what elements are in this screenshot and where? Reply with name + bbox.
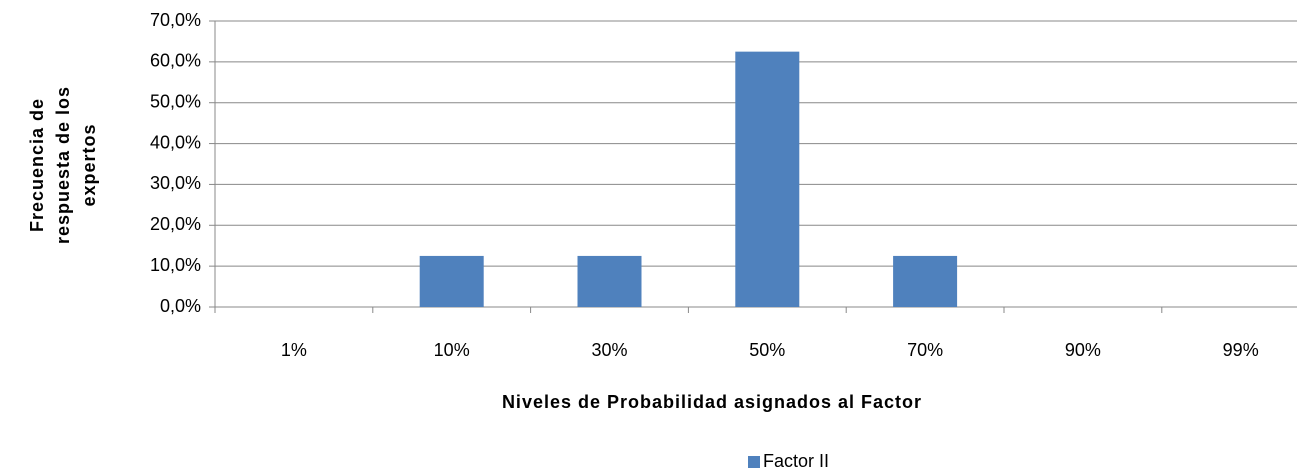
x-axis-title: Niveles de Probabilidad asignados al Fac… xyxy=(502,392,922,412)
legend-label: Factor II xyxy=(763,451,829,471)
bar xyxy=(577,255,642,307)
y-axis-title-line: respuesta de los xyxy=(53,86,73,244)
x-tick-label: 30% xyxy=(591,340,627,360)
y-tick-label: 70,0% xyxy=(150,10,201,30)
legend-swatch xyxy=(748,456,760,468)
y-axis-title: Frecuencia de respuesta de los expertos xyxy=(27,86,99,244)
y-tick-label: 0,0% xyxy=(160,296,201,316)
y-axis-title-line: expertos xyxy=(79,123,99,206)
x-tick-label: 50% xyxy=(749,340,785,360)
y-tick-label: 10,0% xyxy=(150,255,201,275)
x-tick-label: 10% xyxy=(434,340,470,360)
y-tick-label: 60,0% xyxy=(150,51,201,71)
bar xyxy=(419,255,484,307)
y-tick-label: 50,0% xyxy=(150,91,201,111)
x-tick-label: 90% xyxy=(1065,340,1101,360)
bar xyxy=(893,255,958,307)
y-tick-label: 20,0% xyxy=(150,214,201,234)
x-tick-label: 1% xyxy=(281,340,307,360)
y-tick-label: 40,0% xyxy=(150,132,201,152)
y-axis-title-line: Frecuencia de xyxy=(27,98,47,232)
bar xyxy=(735,51,800,308)
y-tick-label: 30,0% xyxy=(150,173,201,193)
x-tick-label: 99% xyxy=(1223,340,1259,360)
x-tick-label: 70% xyxy=(907,340,943,360)
